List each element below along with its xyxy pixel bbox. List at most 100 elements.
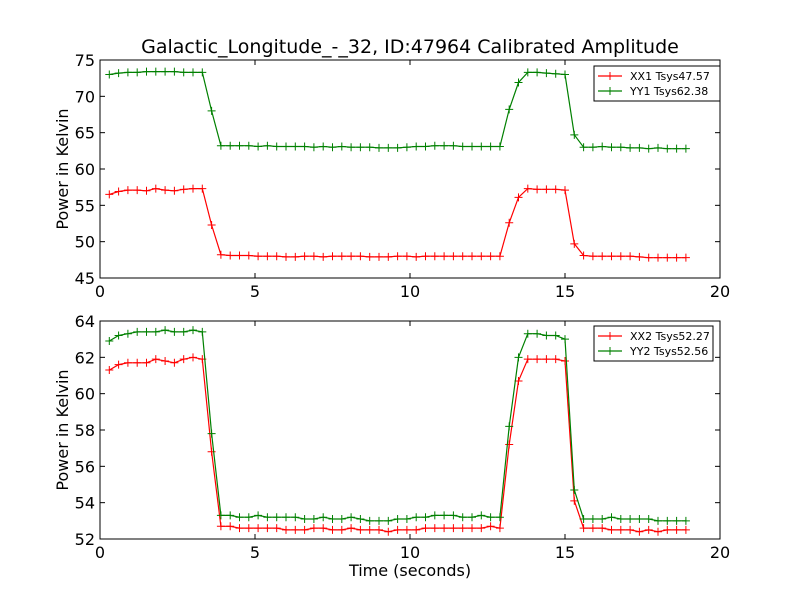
data-point (179, 68, 188, 77)
x-tick-label: 5 (250, 282, 260, 301)
data-point (161, 326, 170, 335)
data-point (412, 513, 421, 522)
data-point (189, 326, 197, 335)
data-point (654, 143, 662, 152)
data-point (151, 67, 160, 76)
y-tick-label: 60 (75, 385, 95, 404)
legend-marker (606, 72, 614, 80)
data-point (114, 187, 123, 196)
data-point (142, 327, 151, 336)
y-tick-label: 75 (75, 51, 95, 70)
data-point (244, 251, 253, 260)
data-point (347, 524, 356, 533)
data-point (319, 142, 328, 151)
data-point (151, 355, 160, 364)
data-point (347, 252, 356, 261)
data-point (607, 252, 616, 261)
data-point (449, 524, 458, 533)
y-tick-label: 52 (75, 530, 95, 549)
data-point (663, 525, 672, 534)
data-point (616, 143, 625, 152)
data-point (114, 69, 123, 78)
data-point (421, 142, 430, 151)
data-point (449, 511, 458, 520)
data-point (309, 143, 318, 152)
data-point (328, 143, 337, 152)
data-point (616, 252, 625, 261)
data-point (542, 69, 551, 78)
data-point (551, 185, 560, 194)
data-point (440, 511, 449, 520)
data-point (375, 516, 383, 525)
data-point (505, 440, 514, 449)
data-point (626, 525, 635, 534)
data-point (328, 525, 337, 534)
legend: XX1 Tsys47.57 YY1 Tsys62.38 (593, 65, 721, 102)
data-point (523, 355, 532, 364)
data-point (626, 515, 635, 524)
data-point (486, 142, 495, 151)
data-point (663, 516, 672, 525)
data-point (570, 130, 579, 139)
legend-marker (606, 87, 614, 95)
data-point (105, 190, 114, 199)
legend: XX2 Tsys52.27 YY2 Tsys52.56 (593, 325, 714, 362)
legend-marker (606, 347, 614, 355)
data-point (477, 142, 486, 151)
x-tick-label: 0 (95, 543, 105, 562)
data-point (440, 524, 449, 533)
data-point (179, 185, 188, 194)
data-point (486, 252, 495, 261)
legend-label: YY2 Tsys52.56 (629, 345, 708, 358)
y-axis-label: Power in Kelvin (53, 369, 72, 490)
data-point (458, 142, 467, 151)
data-point (365, 525, 374, 534)
data-point (384, 252, 393, 261)
data-point (337, 252, 346, 261)
x-tick-label: 20 (710, 543, 730, 562)
data-point (142, 358, 151, 367)
data-point (375, 143, 383, 152)
data-point (551, 331, 560, 340)
data-point (681, 144, 690, 153)
data-point (151, 327, 160, 336)
data-point (579, 524, 588, 533)
data-point (654, 253, 662, 262)
data-point (588, 515, 597, 524)
x-tick-label: 15 (555, 543, 575, 562)
data-point (216, 250, 225, 259)
data-point (123, 358, 132, 367)
data-point (393, 515, 402, 524)
data-point (477, 524, 486, 533)
data-point (244, 141, 253, 150)
data-point (226, 251, 235, 260)
data-point (449, 252, 458, 261)
data-point (551, 355, 560, 364)
data-point (616, 515, 625, 524)
data-point (216, 511, 225, 520)
data-point (542, 355, 551, 364)
data-point (300, 525, 309, 534)
data-point (123, 68, 132, 77)
data-point (495, 142, 504, 151)
data-point (142, 186, 151, 195)
data-point (328, 515, 337, 524)
data-point (533, 355, 542, 364)
data-point (430, 511, 439, 520)
data-point (105, 70, 114, 79)
data-point (198, 68, 207, 77)
data-point (347, 513, 356, 522)
data-point (607, 525, 616, 534)
data-point (309, 515, 318, 524)
data-point (588, 143, 597, 152)
data-point (133, 68, 142, 77)
data-point (626, 252, 635, 261)
data-point (300, 515, 309, 524)
data-point (272, 524, 281, 533)
data-point (663, 144, 672, 153)
data-point (300, 252, 309, 261)
data-point (421, 513, 430, 522)
x-tick-label: 5 (250, 543, 260, 562)
legend-label: XX1 Tsys47.57 (630, 70, 710, 83)
